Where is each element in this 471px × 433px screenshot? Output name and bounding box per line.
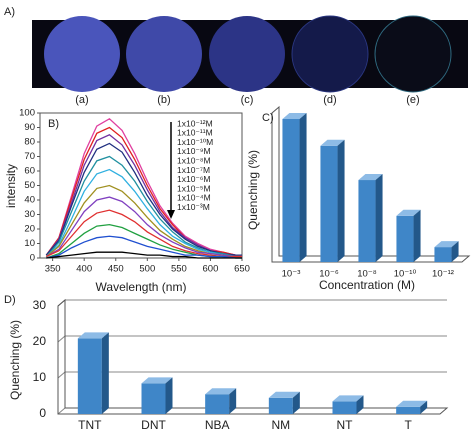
x-axis-title: Wavelength (nm) [96,280,187,294]
sample-label: (d) [323,94,336,106]
grid-line [58,336,447,342]
bar-front [396,407,420,414]
bar-front [78,338,102,414]
x-tick-label: NM [271,418,290,432]
bar-front [358,180,375,262]
spectrum-line [46,197,242,256]
x-tick-label: 650 [234,264,250,275]
x-tick-label: NT [337,418,354,432]
sample-disc [375,16,451,92]
bar-front [320,146,337,262]
x-tick-label: 450 [108,264,124,275]
x-tick-label: 500 [139,264,155,275]
y-tick-label: 30 [33,298,47,312]
figure: A) (a) (b) (c) (d) (e) 0 10 20 30 40 50 60 70 80… [0,0,471,433]
sample-disc [209,16,285,92]
y-tick-label: 30 [24,209,35,220]
bar-side [338,140,345,262]
y-axis-title: Quenching (%) [8,320,22,400]
y-tick-label: 100 [19,108,35,119]
bar-front [269,398,293,414]
x-tick-label: 10⁻¹² [432,269,454,280]
grid-line [58,372,447,378]
y-tick-label: 10 [33,370,47,384]
bar-front [282,119,299,262]
bar-front [142,383,166,414]
y-axis-title: Quenching (%) [246,150,260,230]
y-tick-label: 80 [24,137,35,148]
sample-label: (c) [241,94,254,106]
panel-label: A) [4,6,15,18]
y-tick-label: 0 [30,253,35,264]
x-tick-label: 400 [76,264,92,275]
bar-front [396,216,413,262]
sample-disc [292,16,368,92]
x-tick-label: T [404,418,412,432]
y-tick-label: 0 [39,406,46,420]
x-axis-title: Concentration (M) [319,278,415,292]
bar-side [300,113,307,262]
bar-front [333,401,357,414]
y-tick-label: 50 [24,180,35,191]
sample-label: (e) [406,94,419,106]
bar-side [166,377,173,414]
y-axis-title: intensity [4,164,18,208]
legend-label: 1x10⁻³M [177,202,210,212]
sample-label: (b) [157,94,170,106]
x-tick-label: 550 [171,264,187,275]
y-tick-label: 40 [24,195,35,206]
y-tick-label: 70 [24,151,35,162]
y-tick-label: 90 [24,122,35,133]
y-tick-label: 20 [24,224,35,235]
sample-label: (a) [75,94,88,106]
bar-front [205,394,229,414]
sample-disc [126,16,202,92]
panel-label: D) [4,294,16,306]
y-tick-label: 60 [24,166,35,177]
x-tick-label: NBA [205,418,230,432]
y-tick-label: 10 [24,238,35,249]
panel-label: C) [262,112,274,124]
panel-label: B) [48,118,59,130]
x-tick-label: 350 [45,264,61,275]
grid-line [58,408,447,414]
x-tick-label: DNT [141,418,166,432]
axis [58,300,447,414]
x-tick-label: TNT [78,418,102,432]
bar-side [376,174,383,262]
sample-disc [44,16,120,92]
y-tick-label: 20 [33,334,47,348]
grid-line [58,300,447,306]
x-tick-label: 10⁻³ [282,269,301,280]
bar-side [414,210,421,262]
bar-side [102,332,109,414]
x-tick-label: 600 [203,264,219,275]
bar-front [434,247,451,262]
spectrum-line [46,157,242,257]
